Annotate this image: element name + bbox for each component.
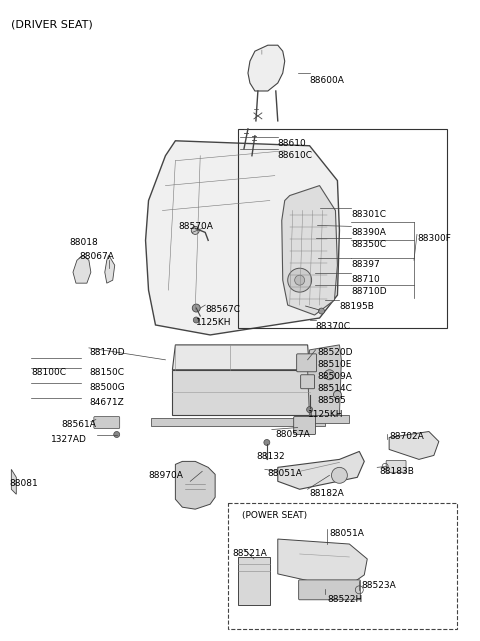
Text: 1125KH: 1125KH [196,318,232,327]
Text: 88051A: 88051A [329,529,364,538]
Text: (DRIVER SEAT): (DRIVER SEAT) [12,19,93,29]
Text: (POWER SEAT): (POWER SEAT) [242,511,307,520]
Polygon shape [278,539,367,589]
Text: 88390A: 88390A [351,228,386,237]
Polygon shape [308,345,341,420]
Text: 88522H: 88522H [327,595,363,604]
Circle shape [288,268,312,292]
Text: 88510E: 88510E [318,360,352,369]
Text: 88600A: 88600A [310,76,345,85]
Text: 88081: 88081 [9,479,38,488]
Text: 88500G: 88500G [89,383,125,392]
Polygon shape [389,431,439,460]
Text: 88057A: 88057A [276,429,311,438]
Polygon shape [278,451,364,489]
Text: 1327AD: 1327AD [51,435,87,444]
Text: 88051A: 88051A [268,469,303,478]
Text: 88195B: 88195B [339,302,374,311]
Circle shape [192,304,200,312]
Circle shape [319,308,324,314]
Polygon shape [248,46,285,91]
Text: 88182A: 88182A [310,489,344,498]
Text: 84671Z: 84671Z [89,397,124,406]
Text: 88183B: 88183B [379,467,414,476]
Text: 88397: 88397 [351,260,380,269]
Polygon shape [175,462,215,509]
FancyBboxPatch shape [386,460,406,472]
Text: 88509A: 88509A [318,372,352,381]
Text: 88570A: 88570A [179,222,213,231]
Bar [151,417,324,426]
Bar [238,557,270,604]
Text: 88710D: 88710D [351,287,387,296]
Text: 88301C: 88301C [351,210,386,219]
Polygon shape [145,141,339,335]
Text: 88170D: 88170D [89,348,124,357]
Text: 88150C: 88150C [89,368,124,377]
Text: 88100C: 88100C [31,368,66,377]
Text: 88018: 88018 [69,238,98,247]
Polygon shape [12,469,16,494]
Text: 88702A: 88702A [389,431,424,440]
FancyBboxPatch shape [300,375,314,388]
Text: 88565: 88565 [318,395,346,404]
Text: 88610: 88610 [278,139,307,148]
Circle shape [295,275,305,285]
Text: 88710: 88710 [351,275,380,284]
Text: 88610C: 88610C [278,151,313,160]
Text: 88132: 88132 [256,453,285,462]
Text: 88514C: 88514C [318,384,352,393]
Text: 88970A: 88970A [148,471,183,480]
Polygon shape [282,186,337,315]
FancyBboxPatch shape [94,417,120,429]
Text: 88561A: 88561A [61,420,96,429]
Bar [310,415,349,422]
Polygon shape [105,255,115,283]
Circle shape [332,467,348,483]
Circle shape [334,391,341,399]
Text: 1125KH: 1125KH [308,410,343,419]
Text: 88350C: 88350C [351,240,386,249]
Bar [238,129,447,328]
FancyBboxPatch shape [294,417,315,435]
Text: 88521A: 88521A [232,549,267,558]
Bar [228,503,457,629]
Polygon shape [172,345,310,370]
Text: 88067A: 88067A [79,253,114,262]
Polygon shape [73,255,91,283]
Circle shape [114,431,120,438]
FancyBboxPatch shape [299,580,360,600]
Polygon shape [172,370,310,415]
Text: 88370C: 88370C [315,322,350,331]
Circle shape [192,226,199,235]
Circle shape [324,370,335,379]
Text: 88300F: 88300F [417,235,451,244]
FancyBboxPatch shape [297,354,316,372]
Text: 88523A: 88523A [361,581,396,590]
Circle shape [307,406,312,413]
Circle shape [193,317,199,323]
Circle shape [264,440,270,445]
Text: 88567C: 88567C [205,305,240,314]
Text: 88520D: 88520D [318,348,353,357]
